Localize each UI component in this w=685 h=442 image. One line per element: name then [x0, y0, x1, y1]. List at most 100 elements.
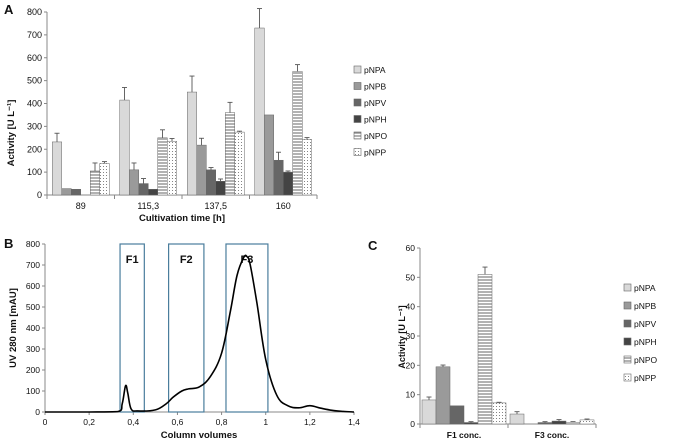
chart-c-ytick-label: 30	[406, 331, 416, 341]
panel-letter-a: A	[4, 2, 14, 17]
chart-b-ytick-label: 200	[26, 365, 40, 375]
chart-a-legend-label-pNPV: pNPV	[364, 98, 387, 108]
chart-b-xtick-label: 1,2	[304, 417, 316, 427]
chart-c-bar-pNPP	[579, 419, 595, 425]
chart-b-ytick-label: 500	[26, 302, 40, 312]
chart-c-category-label: F1 conc.	[447, 430, 481, 440]
chart-a-legend-swatch-pNPB	[353, 82, 362, 90]
chart-c-ytick-label: 0	[410, 419, 415, 429]
chart-b-uv-trace	[45, 254, 355, 413]
chart-a-ytick-label: 100	[27, 167, 42, 177]
chart-a-ytick-label: 700	[27, 30, 42, 40]
chart-b-xtick-label: 1	[263, 417, 268, 427]
chart-c-bar-pNPA	[509, 413, 525, 425]
panel-letter-c: C	[368, 238, 378, 253]
chart-a-ytick-label: 200	[27, 144, 42, 154]
chart-c-ytick-label: 40	[406, 302, 416, 312]
chart-c-bar-pNPV	[449, 405, 465, 425]
chart-c-ylabel: Activity [U L⁻¹]	[397, 305, 407, 368]
chart-b-ytick-label: 700	[26, 260, 40, 270]
chart-a-bar-pNPV	[206, 169, 216, 196]
chart-a-ticks: 0 100 200 300 400 500 600 700 800 89 115,3 137,5 160	[27, 7, 291, 211]
chart-a-category-label: 137,5	[204, 201, 227, 211]
chart-c-legend-swatch-pNPH	[623, 337, 632, 346]
chart-b-fractions: F1 F2 F3	[119, 243, 269, 413]
chart-b-xtick-label: 0,4	[127, 417, 139, 427]
chart-c-bar-pNPB	[435, 366, 451, 425]
chart-a-category-label: 115,3	[137, 201, 159, 211]
chart-a-legend-label-pNPP: pNPP	[364, 148, 387, 158]
chart-c-errorbars	[426, 266, 590, 424]
chart-c-bar-pNPH	[463, 422, 479, 425]
chart-b-xtick-label: 0,8	[216, 417, 228, 427]
chart-b-ytick-label: 0	[35, 407, 40, 417]
chart-c-legend-swatch-pNPO	[623, 355, 632, 364]
chart-c-bar-pNPH	[551, 420, 567, 425]
chart-c-legend-swatch-pNPB	[623, 301, 632, 310]
chart-c-legend-label-pNPV: pNPV	[634, 319, 657, 329]
chart-b-ytick-label: 600	[26, 281, 40, 291]
chart-a-bar-pNPO	[292, 71, 303, 196]
chart-a-bar-pNPA	[52, 141, 62, 196]
chart-a-bar-pNPH	[148, 189, 158, 196]
chart-a-ytick-label: 0	[37, 190, 42, 200]
chart-a-legend: pNPA pNPB pNPV pNPH pNPO pNPP	[353, 65, 388, 158]
chart-a-legend-swatch-pNPH	[353, 115, 362, 123]
chart-c-bar-pNPA	[421, 399, 437, 425]
chart-a-bars	[52, 27, 312, 196]
chart-a: 0 100 200 300 400 500 600 700 800 89 115,3 137,5 160…	[6, 7, 388, 224]
chart-a-bar-pNPO	[90, 170, 100, 196]
chart-a-bar-pNPB	[264, 114, 274, 196]
chart-b-ytick-label: 300	[26, 344, 40, 354]
chart-a-legend-label-pNPB: pNPB	[364, 82, 387, 92]
chart-a-bar-pNPA	[119, 99, 130, 196]
chart-a-ytick-label: 500	[27, 76, 42, 86]
chart-b-xtick-label: 1,4	[348, 417, 360, 427]
chart-a-bar-pNPB	[61, 188, 72, 196]
chart-a-xlabel: Cultivation time [h]	[139, 213, 225, 224]
chart-a-bar-pNPV	[138, 183, 149, 196]
chart-b-fraction-box-f2	[168, 243, 205, 413]
chart-b-ytick-label: 100	[26, 386, 40, 396]
chart-c-legend-swatch-pNPV	[623, 319, 632, 328]
chart-a-bar-pNPP	[302, 139, 312, 196]
chart-a-legend-label-pNPA: pNPA	[364, 65, 386, 75]
chart-c-category-label: F3 conc.	[535, 430, 569, 440]
chart-c-bar-pNPP	[491, 402, 507, 425]
chart-b-trace	[45, 254, 355, 413]
chart-a-bar-pNPO	[157, 137, 168, 196]
chart-a-legend-swatch-pNPA	[353, 65, 362, 74]
chart-c-legend-label-pNPP: pNPP	[634, 373, 657, 383]
chart-b-ytick-label: 400	[26, 323, 40, 333]
chart-b-fraction-box-f3	[225, 243, 269, 413]
chart-b-fraction-label-f1: F1	[126, 254, 139, 266]
chart-a-bar-pNPO	[225, 112, 235, 196]
chart-a-ylabel: Activity [U L⁻¹]	[6, 100, 17, 167]
chart-b-ylabel: UV 280 nm [mAU]	[8, 288, 19, 368]
chart-a-bar-pNPA	[187, 91, 197, 196]
chart-a-legend-swatch-pNPO	[353, 131, 362, 140]
chart-a-legend-swatch-pNPV	[353, 98, 362, 107]
chart-a-ytick-label: 300	[27, 121, 42, 131]
chart-c-legend-swatch-pNPA	[623, 283, 632, 292]
chart-a-ytick-label: 600	[27, 53, 42, 63]
chart-a-legend-label-pNPO: pNPO	[364, 131, 388, 141]
chart-a-legend-swatch-pNPP	[353, 148, 362, 156]
chart-a-bar-pNPB	[196, 144, 207, 196]
chart-c-legend: pNPA pNPB pNPV pNPH pNPO pNPP	[623, 283, 658, 383]
chart-c-ytick-label: 60	[406, 243, 416, 253]
chart-b-fraction-label-f2: F2	[180, 254, 193, 266]
chart-b-fraction-box-f1	[119, 243, 145, 413]
chart-a-legend-label-pNPH: pNPH	[364, 115, 387, 125]
chart-b-xtick-label: 0,6	[172, 417, 184, 427]
chart-c-ytick-label: 10	[406, 390, 416, 400]
chart-a-ytick-label: 400	[27, 99, 42, 109]
chart-b-ytick-label: 800	[26, 239, 40, 249]
chart-c: 0 10 20 30 40 50 60 F1 conc. F3 conc. Activity […	[397, 243, 658, 440]
chart-a-category-label: 89	[76, 201, 86, 211]
chart-b-xtick-label: 0,2	[83, 417, 95, 427]
chart-a-bar-pNPB	[129, 169, 139, 196]
chart-c-ytick-label: 20	[406, 360, 416, 370]
chart-a-category-label: 160	[276, 201, 291, 211]
